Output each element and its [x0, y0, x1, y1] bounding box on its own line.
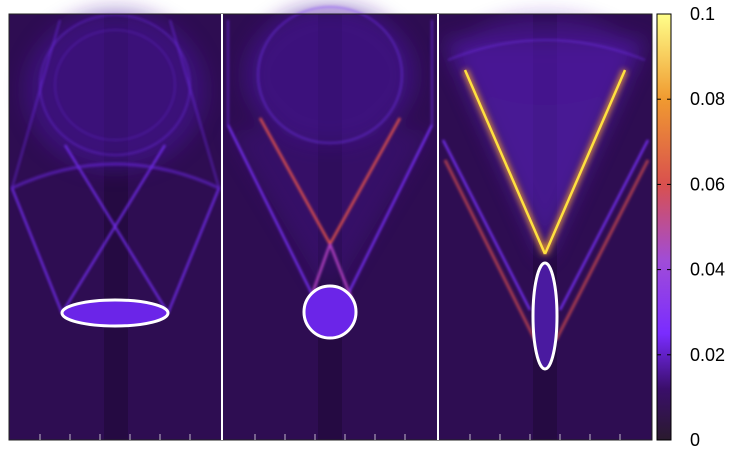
- colorbar-ticks: 0 0.02 0.04 0.06 0.08 0.1: [657, 4, 725, 450]
- obstacle-ellipse-vertical: [531, 261, 559, 371]
- panel-3: [437, 13, 653, 441]
- x-ticks: [39, 434, 621, 440]
- obstacle-circle: [302, 284, 358, 340]
- colorbar-tick-label: 0.02: [690, 345, 725, 365]
- colorbar-tick-label: 0.1: [690, 4, 715, 24]
- colorbar-tick-label: 0.08: [690, 89, 725, 109]
- colorbar-tick-label: 0.04: [690, 260, 725, 280]
- colorbar: [656, 13, 672, 441]
- colorbar-tick-label: 0: [690, 430, 700, 450]
- panel-1: [8, 10, 223, 441]
- obstacle-ellipse-horizontal: [60, 298, 170, 328]
- colorbar-tick-label: 0.06: [690, 174, 725, 194]
- panel-2: [221, 5, 439, 441]
